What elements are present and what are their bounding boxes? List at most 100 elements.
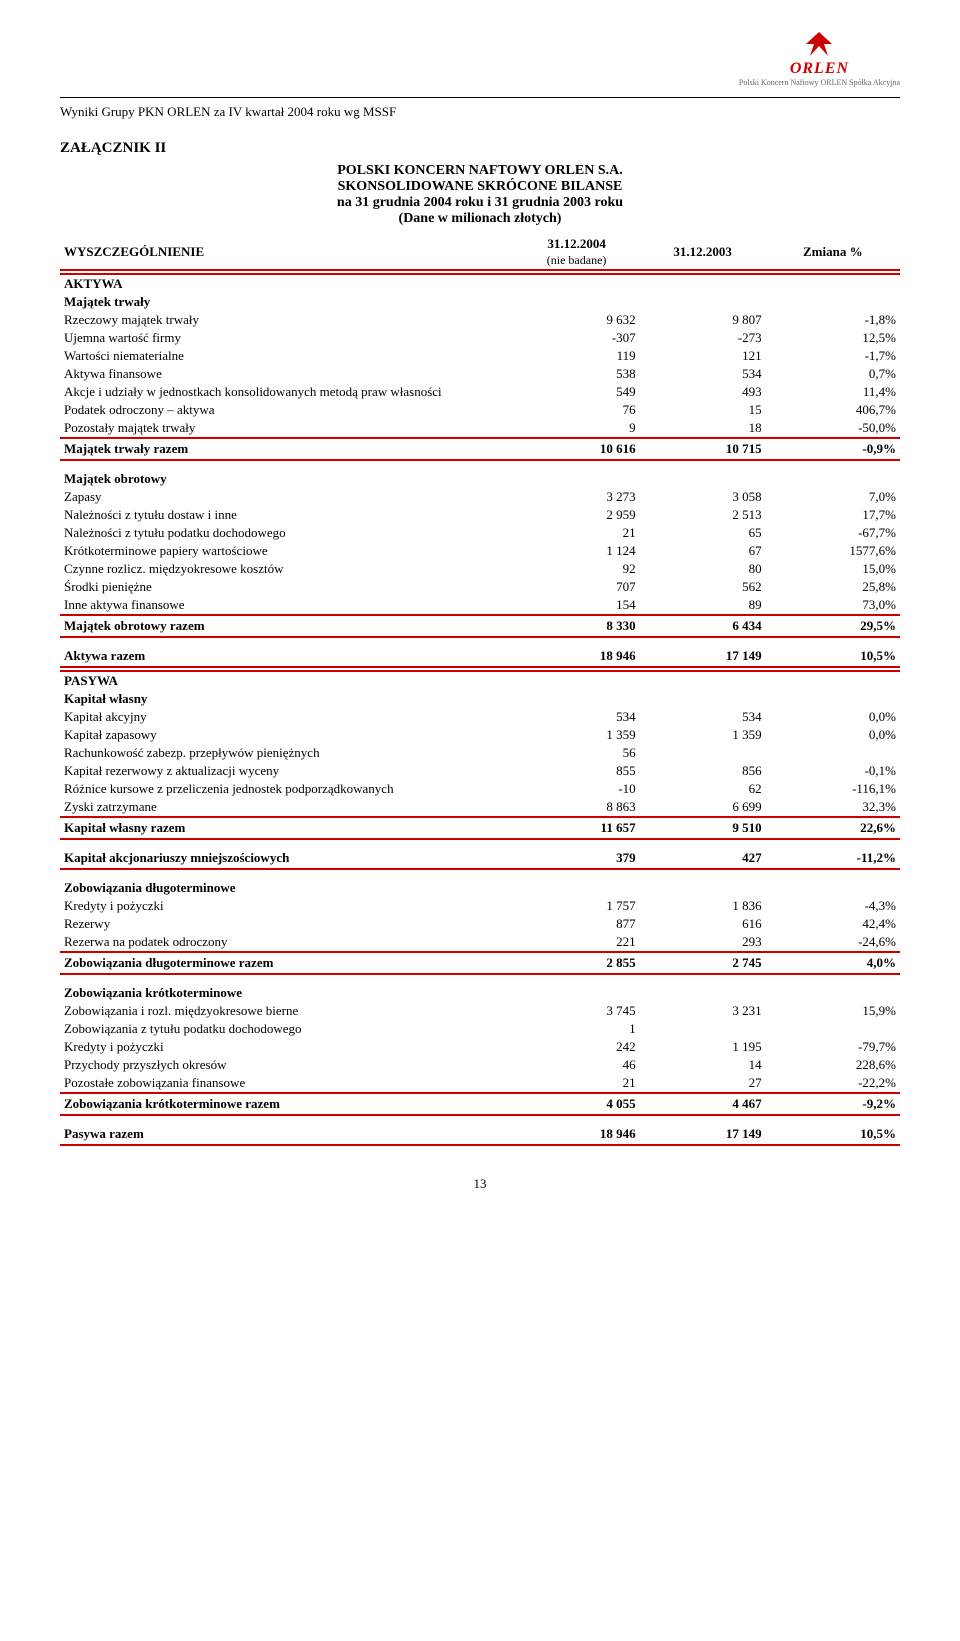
row-value (640, 869, 766, 897)
row-value (514, 974, 640, 1002)
title-line-4: (Dane w milionach złotych) (60, 211, 900, 227)
row-value (514, 293, 640, 311)
table-row: Kapitał akcjonariuszy mniejszościowych37… (60, 839, 900, 869)
row-value: 707 (514, 578, 640, 596)
table-row: Aktywa razem18 94617 14910,5% (60, 637, 900, 667)
table-row: Zobowiązania z tytułu podatku dochodoweg… (60, 1020, 900, 1038)
table-row: Krótkoterminowe papiery wartościowe1 124… (60, 542, 900, 560)
row-label: Zobowiązania długoterminowe (60, 869, 514, 897)
row-value: 6 699 (640, 798, 766, 817)
page-number: 13 (60, 1176, 900, 1192)
row-value: 46 (514, 1056, 640, 1074)
row-value: 31.12.2004(nie badane) (514, 235, 640, 270)
table-row: Czynne rozlicz. międzyokresowe kosztów92… (60, 560, 900, 578)
table-row: Wartości niematerialne119121-1,7% (60, 347, 900, 365)
row-value: 9 (514, 419, 640, 438)
row-label: Zapasy (60, 488, 514, 506)
row-value: -307 (514, 329, 640, 347)
table-row: Zobowiązania krótkoterminowe (60, 974, 900, 1002)
row-value: 3 273 (514, 488, 640, 506)
table-row: Zobowiązania krótkoterminowe razem4 0554… (60, 1093, 900, 1115)
row-label: PASYWA (60, 671, 514, 690)
row-value (640, 1020, 766, 1038)
row-value: 56 (514, 744, 640, 762)
row-value (766, 460, 900, 488)
row-label: Należności z tytułu podatku dochodowego (60, 524, 514, 542)
row-value (766, 690, 900, 708)
table-row: Aktywa finansowe5385340,7% (60, 365, 900, 383)
row-value (766, 744, 900, 762)
row-value: 15,9% (766, 1002, 900, 1020)
row-value: 11,4% (766, 383, 900, 401)
table-row: Kapitał zapasowy1 3591 3590,0% (60, 726, 900, 744)
row-value: 3 231 (640, 1002, 766, 1020)
row-value: 534 (640, 708, 766, 726)
table-row: Majątek obrotowy (60, 460, 900, 488)
row-value: -79,7% (766, 1038, 900, 1056)
row-label: Środki pieniężne (60, 578, 514, 596)
row-value: 80 (640, 560, 766, 578)
row-value (640, 274, 766, 293)
page-header: Wyniki Grupy PKN ORLEN za IV kwartał 200… (60, 104, 900, 120)
row-value: 8 330 (514, 615, 640, 637)
row-value: 493 (640, 383, 766, 401)
table-row: Zyski zatrzymane8 8636 69932,3% (60, 798, 900, 817)
row-value: -1,7% (766, 347, 900, 365)
table-row: WYSZCZEGÓLNIENIE31.12.2004(nie badane)31… (60, 235, 900, 270)
table-row: Majątek trwały (60, 293, 900, 311)
table-row: Akcje i udziały w jednostkach konsolidow… (60, 383, 900, 401)
row-value: 27 (640, 1074, 766, 1093)
logo-sub: Polski Koncern Naftowy ORLEN Spółka Akcy… (739, 78, 900, 87)
row-value: -0,9% (766, 438, 900, 460)
row-label: Podatek odroczony – aktywa (60, 401, 514, 419)
row-label: Zobowiązania krótkoterminowe (60, 974, 514, 1002)
row-label: Majątek trwały (60, 293, 514, 311)
row-value: 62 (640, 780, 766, 798)
table-row: Różnice kursowe z przeliczenia jednostek… (60, 780, 900, 798)
row-value: 15 (640, 401, 766, 419)
row-value: 17,7% (766, 506, 900, 524)
row-value: 29,5% (766, 615, 900, 637)
row-value: -50,0% (766, 419, 900, 438)
row-value: 855 (514, 762, 640, 780)
row-label: Kapitał rezerwowy z aktualizacji wyceny (60, 762, 514, 780)
table-row: Rzeczowy majątek trwały9 6329 807-1,8% (60, 311, 900, 329)
row-value (766, 671, 900, 690)
table-row: Pozostałe zobowiązania finansowe2127-22,… (60, 1074, 900, 1093)
row-value (766, 974, 900, 1002)
row-value: 12,5% (766, 329, 900, 347)
row-label: Zobowiązania krótkoterminowe razem (60, 1093, 514, 1115)
row-value (766, 293, 900, 311)
row-value: 1 757 (514, 897, 640, 915)
table-row: Zobowiązania długoterminowe (60, 869, 900, 897)
row-value: -4,3% (766, 897, 900, 915)
row-value: 21 (514, 524, 640, 542)
row-value: 221 (514, 933, 640, 952)
row-value (640, 744, 766, 762)
table-row: Zobowiązania i rozl. międzyokresowe bier… (60, 1002, 900, 1020)
table-row: Pozostały majątek trwały918-50,0% (60, 419, 900, 438)
row-value: 89 (640, 596, 766, 615)
row-value: 18 946 (514, 1115, 640, 1145)
row-value: 4 467 (640, 1093, 766, 1115)
row-value (640, 671, 766, 690)
row-value: -22,2% (766, 1074, 900, 1093)
row-value: 534 (640, 365, 766, 383)
row-value: Zmiana % (766, 235, 900, 270)
row-value: 1577,6% (766, 542, 900, 560)
row-label: Pozostałe zobowiązania finansowe (60, 1074, 514, 1093)
row-label: Akcje i udziały w jednostkach konsolidow… (60, 383, 514, 401)
row-value: -9,2% (766, 1093, 900, 1115)
row-label: Rzeczowy majątek trwały (60, 311, 514, 329)
row-value: 22,6% (766, 817, 900, 839)
row-value: 562 (640, 578, 766, 596)
row-value: 92 (514, 560, 640, 578)
row-value: 9 510 (640, 817, 766, 839)
table-row: Kapitał własny (60, 690, 900, 708)
row-label: Inne aktywa finansowe (60, 596, 514, 615)
row-value: 42,4% (766, 915, 900, 933)
row-value: 1 836 (640, 897, 766, 915)
row-value: 242 (514, 1038, 640, 1056)
table-row: Kapitał rezerwowy z aktualizacji wyceny8… (60, 762, 900, 780)
header-rule (60, 97, 900, 98)
